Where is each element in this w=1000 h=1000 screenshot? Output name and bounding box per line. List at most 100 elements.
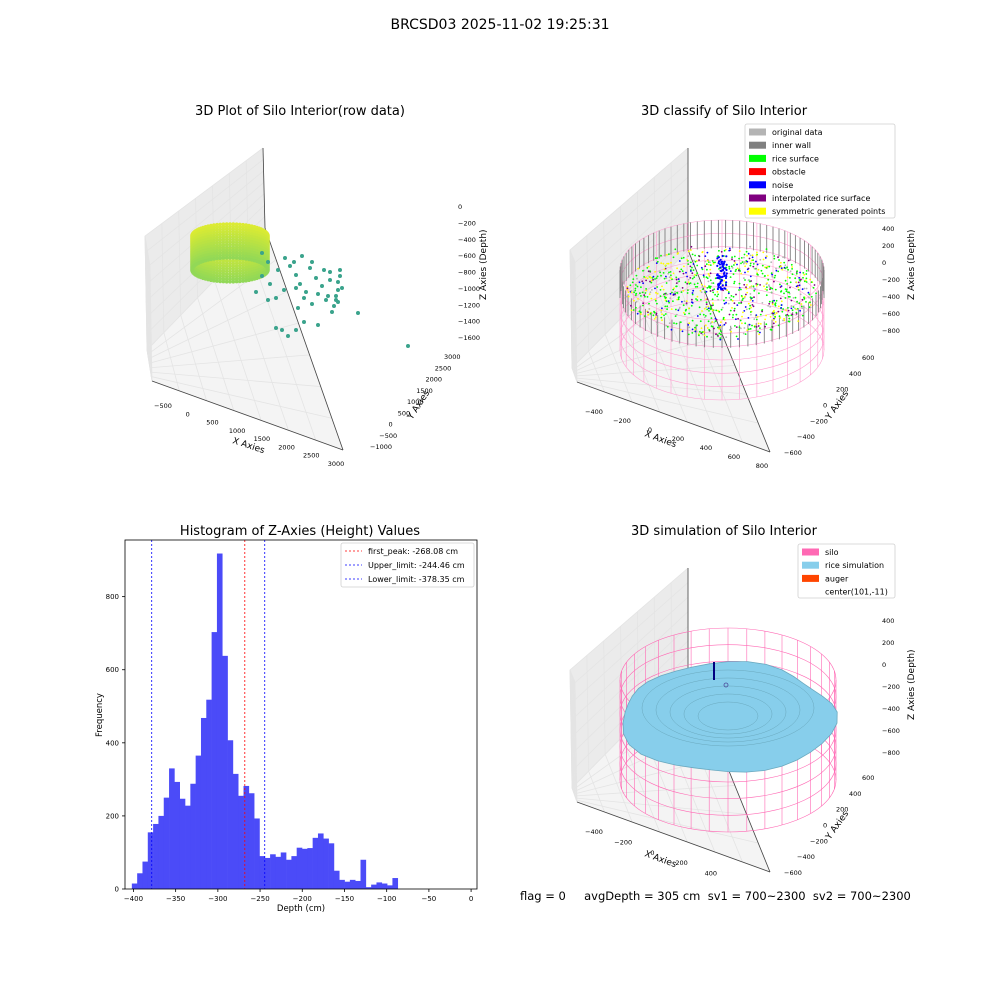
classify-point (630, 291, 633, 294)
raw-point (247, 247, 251, 251)
raw-point (231, 280, 236, 284)
raw-point (212, 244, 216, 248)
classify-point (643, 276, 645, 278)
classify-point (801, 307, 803, 310)
classify-point (791, 268, 793, 270)
classify-point (673, 322, 675, 324)
raw-scatter-point (326, 294, 330, 298)
classify-noise-point (717, 262, 720, 265)
raw-scatter-point (302, 320, 306, 324)
classify-point (701, 251, 704, 254)
classify-point (746, 284, 748, 286)
hist-ytick-label: 200 (106, 812, 119, 820)
classify-point (765, 248, 768, 251)
sim-z-tick-label: −200 (882, 683, 900, 691)
classify-noise-point (721, 254, 724, 258)
hist-bar (153, 823, 159, 889)
classify-point (797, 308, 799, 311)
classify-point (773, 255, 776, 257)
hist-xtick-label: −300 (208, 895, 227, 903)
classify-point (678, 306, 681, 309)
classify-point (767, 278, 770, 281)
raw-point (224, 230, 229, 234)
classify-point (666, 325, 669, 328)
sim-legend-label: auger (825, 574, 849, 583)
classify-point (705, 303, 708, 306)
classify-point (771, 312, 774, 314)
classify-point (635, 300, 638, 303)
classify-point (744, 271, 746, 274)
classify-point (705, 290, 708, 293)
classify-noise-point (723, 274, 726, 278)
classify-point (802, 272, 805, 274)
raw-point (224, 261, 229, 266)
raw-point (238, 233, 242, 237)
raw-point (212, 278, 216, 283)
classify-point (627, 291, 630, 294)
classify-point (749, 328, 752, 330)
hist-bar (264, 857, 271, 889)
classify-point (666, 262, 668, 265)
classify-grid (573, 260, 577, 381)
raw-point (241, 241, 245, 245)
classify-point (749, 254, 752, 257)
classify-point (747, 252, 750, 255)
classify-point (792, 297, 795, 299)
classify-point (642, 282, 644, 285)
classify-point (631, 281, 634, 284)
classify-point (795, 311, 798, 314)
classify-point (719, 325, 722, 328)
raw-y-tick-label: 2500 (435, 364, 452, 372)
raw-point (231, 250, 236, 255)
classify-point (751, 297, 753, 299)
classify-noise-point (721, 284, 724, 287)
classify-point (678, 280, 681, 283)
classify-point (766, 286, 768, 289)
raw-point (250, 277, 254, 282)
raw-x-tick-label: 0 (186, 410, 190, 418)
classify-point (701, 310, 703, 312)
classify-point (661, 307, 663, 310)
sim-grid (570, 596, 689, 717)
classify-point (681, 270, 684, 272)
sim-y-tick-label: −200 (810, 837, 828, 845)
raw-point (228, 245, 232, 250)
raw-z-tick-label: −200 (458, 219, 476, 227)
raw-point (234, 245, 239, 250)
classify-point (704, 260, 707, 263)
classify-point (690, 249, 692, 252)
classify-point (743, 283, 746, 286)
classify-point (664, 313, 667, 315)
classify-point (691, 272, 694, 275)
classify-point (645, 289, 648, 292)
classify-point (680, 268, 683, 271)
classify-point (664, 305, 667, 308)
classify-point (775, 269, 778, 272)
classify-point (797, 289, 800, 291)
classify-point (730, 295, 733, 297)
raw-point (247, 249, 251, 254)
classify-point (745, 287, 748, 290)
classify-point (670, 277, 673, 280)
raw-point (221, 274, 226, 279)
sim-z-tick-label: −600 (882, 727, 900, 735)
classify-point (667, 262, 670, 265)
raw-x-tick-label: 2000 (278, 443, 295, 451)
classify-point (685, 303, 688, 306)
classify-point (688, 326, 691, 329)
classify-point (786, 282, 789, 285)
hist-yticks: 0 200 400 600 800 (106, 593, 125, 894)
raw-scatter-point (260, 274, 264, 278)
raw-point (209, 265, 213, 270)
classify-point (679, 328, 682, 331)
hist-bar (137, 873, 143, 889)
classify-point (780, 267, 783, 270)
classify-point (766, 289, 768, 291)
classify-noise-point (716, 257, 719, 260)
classify-point (689, 277, 692, 279)
raw-point (212, 233, 216, 238)
classify-point (764, 325, 766, 328)
classify-point (681, 330, 684, 333)
classify-legend-swatch (749, 181, 766, 189)
raw-grid (150, 371, 321, 387)
